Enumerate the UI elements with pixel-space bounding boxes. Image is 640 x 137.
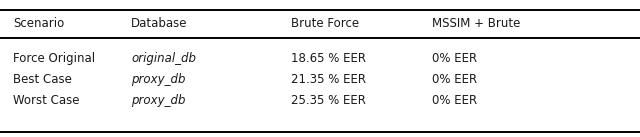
Text: 25.35 % EER: 25.35 % EER xyxy=(291,94,366,106)
Text: Brute Force: Brute Force xyxy=(291,17,359,30)
Text: 0% EER: 0% EER xyxy=(432,73,477,86)
Text: 18.65 % EER: 18.65 % EER xyxy=(291,52,366,65)
Text: original_db: original_db xyxy=(131,52,196,65)
Text: 0% EER: 0% EER xyxy=(432,94,477,106)
Text: Best Case: Best Case xyxy=(13,73,72,86)
Text: 0% EER: 0% EER xyxy=(432,52,477,65)
Text: Database: Database xyxy=(131,17,188,30)
Text: Worst Case: Worst Case xyxy=(13,94,79,106)
Text: 21.35 % EER: 21.35 % EER xyxy=(291,73,366,86)
Text: proxy_db: proxy_db xyxy=(131,94,186,106)
Text: proxy_db: proxy_db xyxy=(131,73,186,86)
Text: Force Original: Force Original xyxy=(13,52,95,65)
Text: MSSIM + Brute: MSSIM + Brute xyxy=(432,17,520,30)
Text: Scenario: Scenario xyxy=(13,17,64,30)
